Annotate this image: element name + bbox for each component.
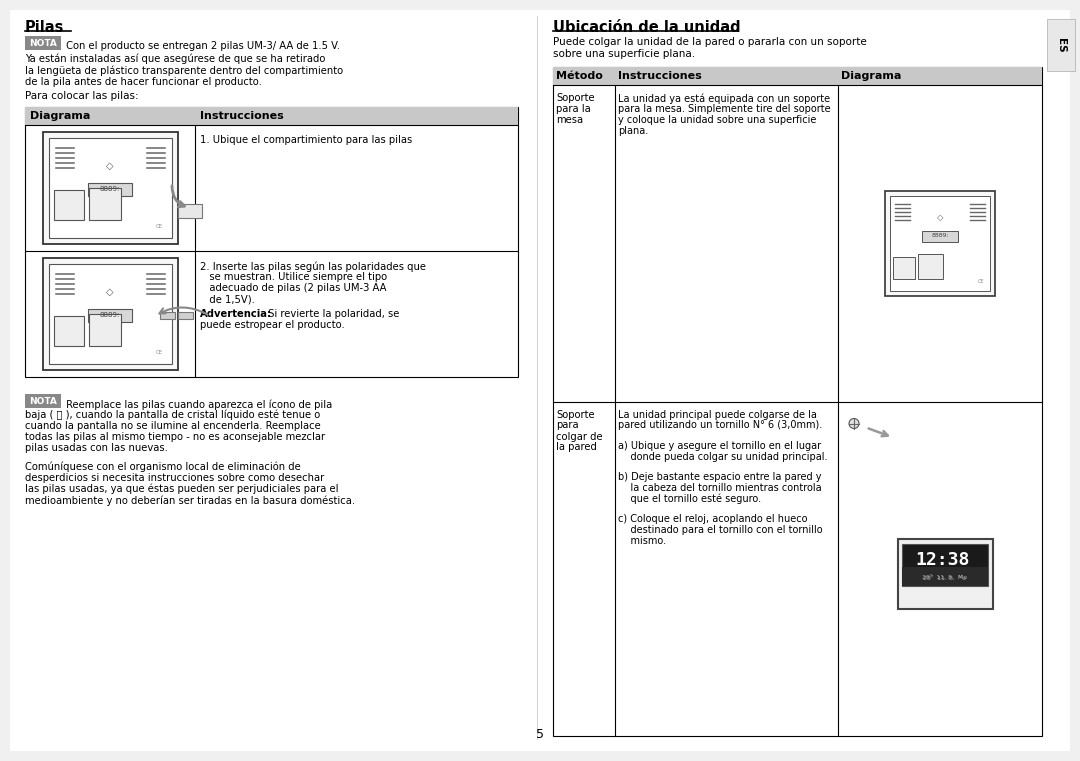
Bar [922,231,958,242]
Text: Diagrama: Diagrama [841,71,902,81]
Text: b) Deje bastante espacio entre la pared y: b) Deje bastante espacio entre la pared … [618,473,822,482]
Bar [918,253,943,279]
Text: ◇: ◇ [936,213,943,222]
Text: Soporte: Soporte [556,409,595,419]
Text: para la: para la [556,104,591,114]
Text: Ya están instaladas así que asegúrese de que se ha retirado: Ya están instaladas así que asegúrese de… [25,53,325,63]
Text: CE: CE [156,224,163,228]
Text: ES: ES [1056,38,1066,53]
Bar [54,316,83,346]
Bar [885,191,995,296]
Text: puede estropear el producto.: puede estropear el producto. [200,320,345,330]
Bar [160,312,175,319]
Text: Advertencia:: Advertencia: [200,309,272,319]
Text: adecuado de pilas (2 pilas UM-3 AA: adecuado de pilas (2 pilas UM-3 AA [200,283,387,293]
Text: de 1,5V).: de 1,5V). [200,294,255,304]
Text: Diagrama: Diagrama [30,111,91,121]
Text: de la pila antes de hacer funcionar el producto.: de la pila antes de hacer funcionar el p… [25,77,261,87]
Text: colgar de: colgar de [556,431,603,441]
Text: La unidad ya está equipada con un soporte: La unidad ya está equipada con un soport… [618,93,831,103]
Bar [25,36,60,50]
Text: la cabeza del tornillo mientras controla: la cabeza del tornillo mientras controla [618,483,822,493]
Bar [902,544,988,586]
Circle shape [849,419,859,428]
Text: ◇: ◇ [106,287,113,297]
Text: mesa: mesa [556,115,583,125]
Text: las pilas usadas, ya que éstas pueden ser perjudiciales para el: las pilas usadas, ya que éstas pueden se… [25,484,338,495]
Text: que el tornillo esté seguro.: que el tornillo esté seguro. [618,493,761,504]
Text: Instrucciones: Instrucciones [618,71,702,81]
Text: para: para [556,421,579,431]
Text: Para colocar las pilas:: Para colocar las pilas: [25,91,138,101]
Text: pared utilizando un tornillo N° 6 (3,0mm).: pared utilizando un tornillo N° 6 (3,0mm… [618,420,822,430]
Text: 28ᵀ  11. 8.  ᴹo: 28ᵀ 11. 8. ᴹo [923,576,967,581]
Text: Comúníquese con el organismo local de eliminación de: Comúníquese con el organismo local de el… [25,462,300,473]
Text: CE: CE [977,279,984,285]
Text: 1. Ubique el compartimiento para las pilas: 1. Ubique el compartimiento para las pil… [200,135,413,145]
Bar [553,67,1042,736]
Text: c) Coloque el reloj, acoplando el hueco: c) Coloque el reloj, acoplando el hueco [618,514,808,524]
Text: medioambiente y no deberían ser tiradas en la basura doméstica.: medioambiente y no deberían ser tiradas … [25,495,355,505]
Text: se muestran. Utilice siempre el tipo: se muestran. Utilice siempre el tipo [200,272,387,282]
Text: pilas usadas con las nuevas.: pilas usadas con las nuevas. [25,443,167,453]
Text: a) Ubique y asegure el tornillo en el lugar: a) Ubique y asegure el tornillo en el lu… [618,441,821,451]
Text: 28ᵀ  11. 8.  Mo: 28ᵀ 11. 8. Mo [922,575,968,581]
Bar [87,183,132,196]
Text: 8889:: 8889: [99,312,120,318]
Text: Ubicación de la unidad: Ubicación de la unidad [553,20,741,35]
Text: NOTA: NOTA [29,39,57,47]
Text: la pared: la pared [556,442,597,453]
Bar [25,107,518,125]
Text: Instrucciones: Instrucciones [200,111,284,121]
Text: Pilas: Pilas [25,20,65,35]
Text: Reemplace las pilas cuando aparezca el ícono de pila: Reemplace las pilas cuando aparezca el í… [63,399,333,409]
Bar [42,258,177,370]
Text: mismo.: mismo. [618,536,666,546]
Text: desperdicios si necesita instrucciones sobre como desechar: desperdicios si necesita instrucciones s… [25,473,324,483]
Bar [178,204,202,218]
Bar [897,539,993,609]
Text: para la mesa. Simplemente tire del soporte: para la mesa. Simplemente tire del sopor… [618,104,831,114]
Text: 8889:: 8889: [931,234,949,238]
Bar [1047,19,1075,71]
Bar [42,132,177,244]
Bar [890,196,990,291]
Text: 2. Inserte las pilas según las polaridades que: 2. Inserte las pilas según las polaridad… [200,261,426,272]
Bar [87,309,132,322]
Bar [89,314,121,346]
Text: La unidad principal puede colgarse de la: La unidad principal puede colgarse de la [618,409,816,419]
Text: NOTA: NOTA [29,396,57,406]
Text: ◇: ◇ [106,161,113,171]
Bar [902,567,988,586]
Text: CE: CE [156,349,163,355]
Text: donde pueda colgar su unidad principal.: donde pueda colgar su unidad principal. [618,451,827,461]
Text: sobre una superficie plana.: sobre una superficie plana. [553,49,696,59]
Bar [49,138,172,238]
Bar [54,190,83,220]
Bar [553,67,1042,85]
Text: plana.: plana. [618,126,648,136]
Text: destinado para el tornillo con el tornillo: destinado para el tornillo con el tornil… [618,525,823,535]
Text: baja ( ⒧ ), cuando la pantalla de cristal líquido esté tenue o: baja ( ⒧ ), cuando la pantalla de crista… [25,410,321,421]
Bar [49,264,172,364]
Text: todas las pilas al mismo tiempo - no es aconsejable mezclar: todas las pilas al mismo tiempo - no es … [25,432,325,442]
Text: 5: 5 [536,728,544,741]
Bar [25,394,60,408]
Bar [25,107,518,377]
Bar [178,312,193,319]
Text: 8889:: 8889: [99,186,120,192]
Bar [893,256,915,279]
Bar [89,188,121,220]
Text: Soporte: Soporte [556,93,595,103]
Text: 12:38: 12:38 [916,551,970,569]
Text: Con el producto se entregan 2 pilas UM-3/ AA de 1.5 V.: Con el producto se entregan 2 pilas UM-3… [63,41,340,51]
Text: Método: Método [556,71,603,81]
Text: Puede colgar la unidad de la pared o pararla con un soporte: Puede colgar la unidad de la pared o par… [553,37,867,47]
Text: Si revierte la polaridad, se: Si revierte la polaridad, se [265,309,400,319]
Text: cuando la pantalla no se ilumine al encenderla. Reemplace: cuando la pantalla no se ilumine al ence… [25,421,321,431]
Text: y coloque la unidad sobre una superficie: y coloque la unidad sobre una superficie [618,115,816,125]
Text: la lengüeta de plástico transparente dentro del compartimiento: la lengüeta de plástico transparente den… [25,65,343,75]
